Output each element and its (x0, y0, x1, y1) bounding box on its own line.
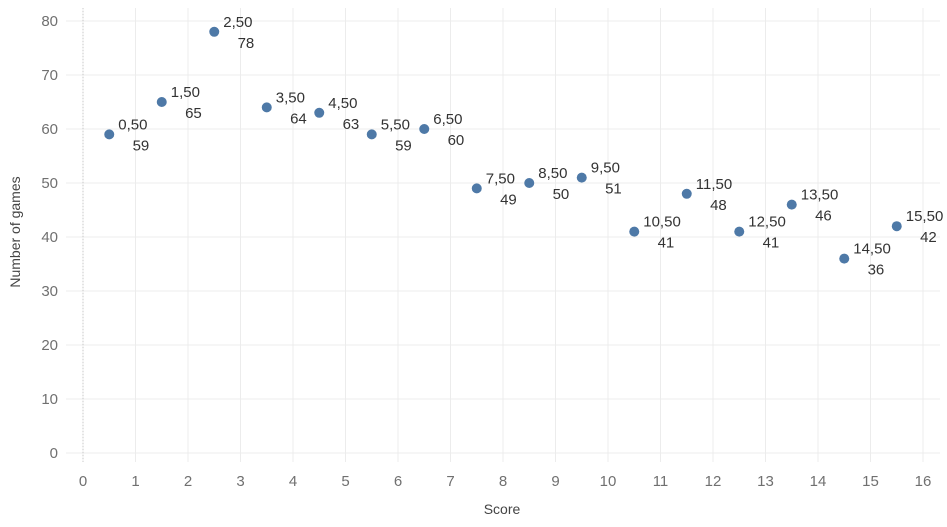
x-tick-label: 4 (289, 473, 297, 490)
data-label-y: 41 (658, 235, 675, 252)
data-label-x: 10,50 (643, 214, 681, 231)
data-label-y: 59 (395, 137, 412, 154)
data-label-x: 12,50 (748, 214, 786, 231)
x-tick-label: 12 (705, 473, 722, 490)
data-label-y: 63 (343, 116, 360, 133)
x-tick-label: 9 (551, 473, 559, 490)
x-tick-label: 14 (810, 473, 827, 490)
data-point (104, 129, 115, 140)
data-label-y: 59 (133, 137, 150, 154)
x-tick-label: 10 (600, 473, 617, 490)
data-label-y: 51 (605, 181, 622, 198)
y-tick-label: 20 (41, 337, 58, 354)
data-point (366, 129, 377, 140)
data-point (156, 97, 167, 107)
data-point (314, 107, 325, 118)
data-label-y: 48 (710, 197, 727, 214)
data-label-y: 65 (185, 105, 202, 122)
data-label-y: 42 (920, 229, 937, 246)
y-axis-title: Number of games (7, 176, 23, 287)
data-point (839, 253, 850, 264)
data-label-x: 13,50 (801, 187, 839, 204)
data-point (576, 172, 587, 183)
x-tick-label: 0 (79, 473, 87, 490)
data-label-x: 7,50 (486, 170, 515, 187)
data-point (419, 124, 430, 134)
x-tick-label: 7 (446, 473, 454, 490)
x-tick-label: 8 (499, 473, 507, 490)
data-point (734, 226, 745, 237)
data-point (209, 26, 220, 37)
data-point (891, 221, 902, 232)
y-tick-label: 50 (41, 175, 58, 192)
data-label-y: 64 (290, 110, 307, 127)
y-axis-ticks: 0 10 20 30 40 50 60 70 80 (41, 13, 58, 462)
x-tick-label: 5 (341, 473, 349, 490)
y-tick-label: 70 (41, 67, 58, 84)
data-label-x: 15,50 (906, 208, 944, 225)
data-label-x: 11,50 (696, 176, 732, 193)
x-tick-label: 11 (653, 473, 669, 490)
data-point (524, 178, 535, 188)
data-label-x: 6,50 (433, 111, 462, 128)
x-tick-label: 15 (862, 473, 879, 490)
data-label-y: 41 (763, 235, 780, 252)
data-label-x: 14,50 (853, 241, 891, 258)
data-label-x: 8,50 (538, 165, 567, 182)
x-tick-label: 1 (131, 473, 139, 490)
x-tick-label: 3 (236, 473, 244, 490)
data-label-x: 1,50 (171, 84, 200, 101)
y-tick-label: 0 (50, 445, 58, 462)
data-label-y: 50 (553, 186, 570, 203)
y-tick-label: 10 (41, 391, 58, 408)
x-tick-label: 13 (757, 473, 774, 490)
x-tick-label: 2 (184, 473, 192, 490)
data-label-x: 3,50 (276, 89, 305, 106)
data-point (681, 188, 692, 199)
data-labels: 0,50 59 1,50 65 2,50 78 3,50 64 4,50 63 5,50 59 6,50… (118, 14, 943, 279)
y-tick-label: 60 (41, 121, 58, 138)
data-point (471, 183, 482, 194)
x-axis-title: Score (484, 501, 521, 517)
y-tick-label: 30 (41, 283, 58, 300)
x-tick-label: 6 (394, 473, 402, 490)
data-points (104, 26, 902, 264)
x-tick-label: 16 (915, 473, 932, 490)
y-tick-label: 80 (41, 13, 58, 30)
y-tick-label: 40 (41, 229, 58, 246)
x-axis-ticks: 0 1 2 3 4 5 6 7 8 9 10 11 12 13 14 15 16 (79, 473, 932, 490)
data-point (786, 199, 797, 210)
data-label-y: 36 (868, 262, 885, 279)
data-label-x: 0,50 (118, 116, 147, 133)
data-label-x: 9,50 (591, 160, 620, 177)
data-point (629, 226, 640, 237)
data-label-y: 49 (500, 191, 517, 208)
data-label-y: 78 (238, 35, 255, 52)
data-point (261, 102, 272, 113)
data-label-x: 5,50 (381, 116, 410, 133)
grid (66, 8, 940, 462)
data-label-x: 2,50 (223, 14, 252, 31)
data-label-y: 46 (815, 208, 832, 225)
data-label-x: 4,50 (328, 95, 357, 112)
data-label-y: 60 (448, 132, 465, 149)
